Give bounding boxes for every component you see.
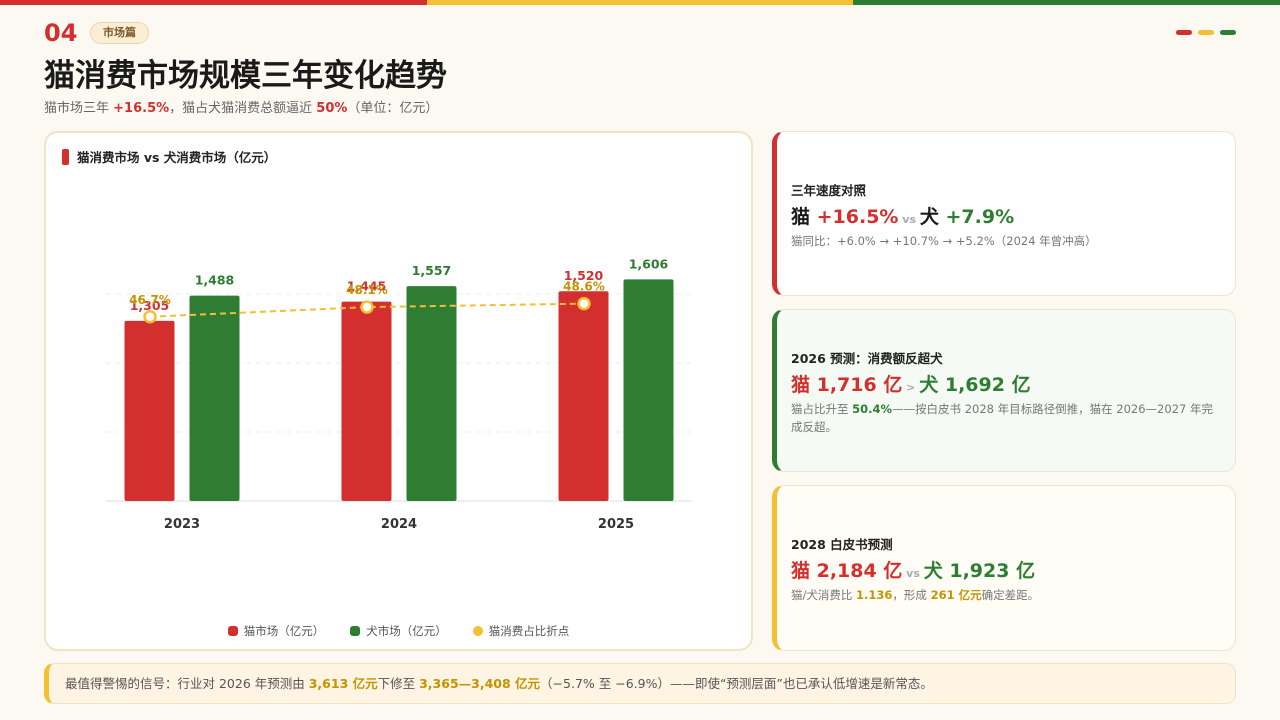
page-subtitle: 猫市场三年 +16.5%，猫占犬猫消费总额逼近 50%（单位：亿元） xyxy=(44,101,439,116)
bar-value-label: 1,488 xyxy=(195,273,235,288)
top-color-bar xyxy=(0,0,1280,5)
legend-swatch-share xyxy=(472,626,483,636)
share-value-label: 46.7% xyxy=(129,293,171,307)
card-label: 2028 白皮书预测 xyxy=(791,537,893,552)
card-headline: 猫 2,184 亿 vs 犬 1,923 亿 xyxy=(791,560,1036,582)
forecast-2026-card: 2026 预测：消费额反超犬 猫 1,716 亿 > 犬 1,692 亿 猫占比… xyxy=(772,309,1236,472)
chart-title: 猫消费市场 vs 犬消费市场（亿元） xyxy=(77,150,277,165)
share-point xyxy=(577,296,591,311)
bar-dog xyxy=(406,286,457,501)
bar-line-chart: 1,305 1,488 2023 1,445 1,557 2024 1,520 1,606 20… xyxy=(106,256,692,532)
x-tick-label: 2025 xyxy=(598,517,634,532)
page-number: 04 xyxy=(44,19,78,47)
card-label: 2026 预测：消费额反超犬 xyxy=(791,351,943,366)
bar-dog xyxy=(623,279,674,501)
x-tick-label: 2024 xyxy=(381,517,417,532)
legend-item-share: 猫消费占比折点 xyxy=(472,623,569,639)
chart-card: 猫消费市场 vs 犬消费市场（亿元） 1,305 1,488 2023 1,445 1,… xyxy=(44,131,753,651)
share-value-label: 48.1% xyxy=(346,283,388,297)
card-headline: 猫 +16.5% vs 犬 +7.9% xyxy=(791,206,1015,228)
page-title: 猫消费市场规模三年变化趋势 xyxy=(44,58,447,94)
section-tag: 市场篇 xyxy=(90,22,149,44)
legend-item-cat: 猫市场（亿元） xyxy=(227,623,324,639)
chart-header: 猫消费市场 vs 犬消费市场（亿元） xyxy=(62,147,276,166)
legend-swatch-cat xyxy=(227,626,238,636)
bar-value-label: 1,305 xyxy=(130,298,170,313)
card-note: 猫/犬消费比 1.136，形成 261 亿元确定差距。 xyxy=(791,588,1040,602)
share-value-label: 48.6% xyxy=(563,280,605,294)
card-label: 三年速度对照 xyxy=(791,183,867,198)
card-note: 猫占比升至 50.4%——按白皮书 2028 年目标路径倒推，猫在 2026—2… xyxy=(791,402,1213,434)
footer-callout: 最值得警惕的信号：行业对 2026 年预测由 3,613 亿元下修至 3,365… xyxy=(44,663,1236,704)
whitepaper-2028-card: 2028 白皮书预测 猫 2,184 亿 vs 犬 1,923 亿 猫/犬消费比… xyxy=(772,485,1236,651)
bar-value-label: 1,606 xyxy=(629,256,669,271)
chart-title-marker xyxy=(62,148,69,165)
bar-dog xyxy=(189,295,240,501)
share-point xyxy=(143,310,157,324)
bar-cat xyxy=(558,291,609,501)
bar-cat xyxy=(124,320,175,501)
bar-value-label: 1,520 xyxy=(564,268,604,283)
chart-legend: 猫市场（亿元） 犬市场（亿元） 猫消费占比折点 xyxy=(46,623,751,639)
corner-decoration xyxy=(1176,30,1236,35)
share-line xyxy=(149,302,585,318)
bar-value-label: 1,445 xyxy=(347,279,387,294)
x-tick-label: 2023 xyxy=(164,517,200,532)
speed-compare-card: 三年速度对照 猫 +16.5% vs 犬 +7.9% 猫同比：+6.0% → +… xyxy=(772,131,1236,296)
share-point xyxy=(360,300,374,314)
bar-cat xyxy=(341,301,392,501)
card-headline: 猫 1,716 亿 > 犬 1,692 亿 xyxy=(791,374,1031,396)
legend-item-dog: 犬市场（亿元） xyxy=(350,623,447,639)
card-note: 猫同比：+6.0% → +10.7% → +5.2%（2024 年曾冲高） xyxy=(791,234,1097,248)
legend-swatch-dog xyxy=(350,626,361,636)
bar-value-label: 1,557 xyxy=(412,263,452,278)
